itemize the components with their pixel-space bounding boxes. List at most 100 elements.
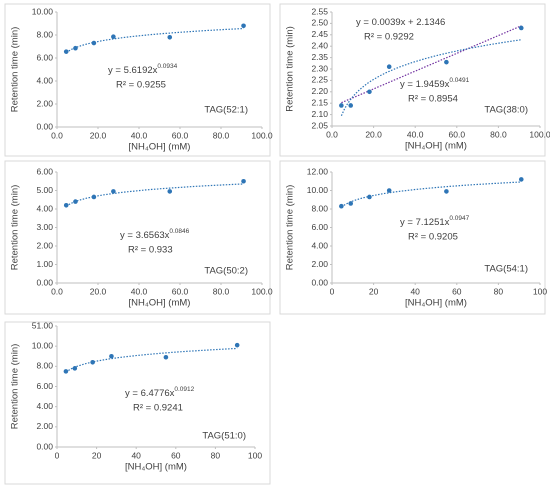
y-tick-label: 2.00	[36, 240, 53, 250]
x-axis-label: [NH₄OH] (mM)	[129, 142, 191, 153]
y-tick-label: 2.45	[311, 29, 328, 39]
y-tick-label: 3.00	[36, 222, 53, 232]
equation-text: y = 6.4776x	[125, 388, 175, 399]
y-tick-label: 51.00	[32, 320, 54, 330]
equation-text: y = 0.0039x + 2.1346	[356, 17, 445, 28]
x-tick-label: 20	[92, 450, 102, 460]
annotation: TAG(51:0)	[202, 431, 246, 442]
data-point	[444, 189, 449, 194]
y-tick-label: 12.00	[307, 166, 329, 176]
x-tick-label: 0	[55, 450, 60, 460]
y-tick-label: 2.15	[311, 97, 328, 107]
x-axis-label: [NH₄OH] (mM)	[405, 298, 467, 309]
y-tick-label: 2.00	[36, 98, 53, 108]
equation-text: y = 3.6563x	[120, 230, 170, 241]
data-point	[167, 35, 173, 40]
y-tick-label: 2.35	[311, 52, 328, 62]
y-tick-label: 2.30	[311, 63, 328, 73]
data-point	[109, 353, 114, 359]
chart-panel: 0.00 2.00 4.00 6.00 8.00 10.00 12.00 0 20 40 60 80 1…	[279, 160, 547, 315]
data-point	[339, 103, 344, 108]
data-point	[167, 189, 173, 194]
y-tick-label: 8.00	[36, 361, 53, 371]
y-tick-label: 1.00	[36, 259, 53, 269]
data-point	[444, 59, 449, 65]
y-tick-label: 10.00	[32, 340, 54, 350]
data-point	[91, 194, 97, 200]
trend-r2: R² = 0.9205	[408, 232, 458, 243]
data-point	[111, 34, 116, 40]
x-tick-label: 20.0	[90, 130, 107, 140]
x-tick-label: 100.0	[251, 286, 273, 296]
annotation: TAG(54:1)	[484, 264, 528, 275]
trend-r2: R² = 0.933	[128, 245, 173, 256]
equation-text: y = 7.1251x	[400, 217, 450, 228]
equation-exponent: 0.0846	[169, 228, 189, 235]
y-tick-label: 0.00	[311, 277, 328, 287]
trend-r2: R² = 0.8954	[408, 94, 458, 105]
trend-equation: y = 6.4776x0.0912	[125, 386, 195, 399]
x-tick-label: 40.0	[407, 129, 424, 139]
y-tick-label: 2.10	[311, 109, 328, 119]
x-tick-label: 80.0	[490, 129, 507, 139]
y-tick-label: 0.00	[36, 121, 53, 131]
x-tick-label: 0	[330, 286, 335, 296]
y-tick-label: 2.20	[311, 86, 328, 96]
x-tick-label: 80	[494, 286, 504, 296]
data-point	[90, 360, 95, 365]
data-point	[367, 194, 372, 200]
data-point	[73, 45, 78, 51]
data-point	[163, 354, 169, 360]
x-tick-label: 0.0	[51, 130, 63, 140]
x-tick-label: 0.0	[51, 286, 63, 296]
y-tick-label: 5.00	[36, 185, 53, 195]
chart-panel: 2.052.10 2.152.202.25 2.302.35 2.402.452.50…	[279, 3, 550, 157]
data-point	[518, 25, 524, 31]
x-tick-label: 100	[533, 286, 547, 296]
equation-exponent: 0.0947	[449, 215, 469, 222]
y-tick-label: 8.00	[36, 29, 53, 39]
x-tick-label: 80.0	[213, 286, 230, 296]
y-tick-label: 2.55	[311, 6, 328, 16]
data-point	[367, 89, 372, 95]
y-tick-label: 6.00	[36, 52, 53, 62]
data-point	[73, 199, 78, 204]
y-tick-label: 2.25	[311, 75, 328, 85]
y-tick-label: 4.00	[36, 401, 53, 411]
x-tick-label: 0.0	[326, 129, 338, 139]
trend-equation: y = 1.9459x0.0491	[400, 77, 470, 90]
x-tick-label: 80	[211, 450, 221, 460]
data-point	[339, 203, 344, 209]
equation-exponent: 0.0934	[157, 63, 177, 70]
data-point	[91, 40, 97, 46]
trend-equation: y = 7.1251x0.0947	[400, 215, 470, 228]
y-tick-label: 2.00	[36, 421, 53, 431]
chart-panel: 0.00 2.00 4.00 6.00 8.00 10.00 0.0 20.0 40.0 60.0…	[4, 3, 273, 157]
trend-equation: y = 5.6192x0.0934	[108, 63, 178, 76]
y-tick-label: 0.00	[36, 441, 53, 451]
x-axis-label: [NH₄OH] (mM)	[125, 462, 187, 473]
data-point	[72, 366, 78, 371]
annotation: TAG(52:1)	[204, 105, 248, 116]
equation-exponent: 0.0491	[449, 77, 469, 84]
x-tick-label: 100.0	[529, 129, 550, 139]
x-tick-label: 20.0	[90, 286, 107, 296]
trend-r2: R² = 0.9292	[364, 32, 414, 43]
x-tick-label: 80.0	[213, 130, 230, 140]
panel-frame	[279, 160, 546, 315]
x-axis-label: [NH₄OH] (mM)	[129, 298, 191, 309]
panel-frame	[4, 160, 271, 315]
x-tick-label: 40.0	[131, 130, 148, 140]
x-tick-label: 40	[410, 286, 420, 296]
y-tick-label: 4.00	[36, 75, 53, 85]
trendline	[340, 39, 522, 116]
equation-exponent: 0.0912	[174, 386, 194, 393]
y-axis-label: Retention time (min)	[10, 344, 21, 430]
data-point	[63, 203, 69, 208]
data-point	[111, 189, 116, 194]
panel-frame	[279, 3, 546, 157]
trendline	[341, 25, 522, 104]
x-tick-label: 100.0	[251, 130, 273, 140]
equation-text: y = 1.9459x	[400, 79, 450, 90]
